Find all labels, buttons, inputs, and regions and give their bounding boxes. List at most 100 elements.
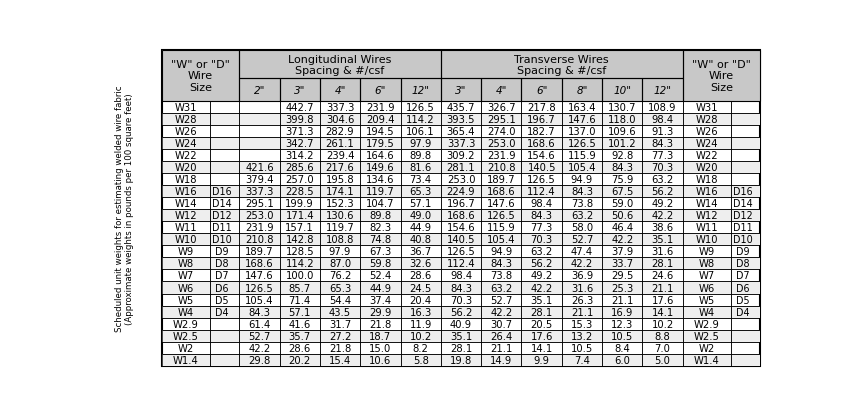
Bar bbox=[280, 342, 320, 354]
Text: 14.1: 14.1 bbox=[651, 307, 673, 317]
Bar bbox=[731, 354, 761, 366]
Text: 147.6: 147.6 bbox=[567, 114, 596, 124]
Text: D8: D8 bbox=[736, 259, 750, 269]
Bar bbox=[481, 294, 522, 306]
Bar bbox=[401, 114, 440, 126]
Text: 115.9: 115.9 bbox=[487, 223, 516, 233]
Bar bbox=[481, 197, 522, 210]
Bar bbox=[360, 173, 401, 185]
Bar bbox=[522, 246, 562, 258]
Bar bbox=[280, 161, 320, 173]
Bar bbox=[602, 306, 643, 318]
Text: 119.7: 119.7 bbox=[325, 223, 354, 233]
Text: 295.1: 295.1 bbox=[245, 199, 274, 209]
Text: Longitudinal Wires
Spacing & #/csf: Longitudinal Wires Spacing & #/csf bbox=[288, 55, 391, 76]
Bar bbox=[360, 126, 401, 138]
Text: W12: W12 bbox=[174, 211, 197, 221]
Bar bbox=[210, 210, 239, 222]
Bar bbox=[643, 318, 683, 330]
Text: 209.4: 209.4 bbox=[366, 114, 395, 124]
Text: D16: D16 bbox=[212, 187, 231, 197]
Text: D6: D6 bbox=[736, 283, 750, 293]
Text: 106.1: 106.1 bbox=[407, 126, 435, 136]
Bar bbox=[481, 102, 522, 114]
Bar bbox=[731, 294, 761, 306]
Text: 5.0: 5.0 bbox=[655, 355, 671, 365]
Text: D14: D14 bbox=[212, 199, 231, 209]
Bar bbox=[440, 126, 481, 138]
Bar bbox=[602, 318, 643, 330]
Bar bbox=[731, 114, 761, 126]
Bar bbox=[401, 185, 440, 197]
Text: D12: D12 bbox=[212, 211, 231, 221]
Text: 84.3: 84.3 bbox=[490, 259, 512, 269]
Text: 50.6: 50.6 bbox=[612, 211, 634, 221]
Bar bbox=[440, 185, 481, 197]
Text: 84.3: 84.3 bbox=[248, 307, 270, 317]
Text: W7: W7 bbox=[178, 271, 194, 281]
Text: W28: W28 bbox=[695, 114, 718, 124]
Bar bbox=[162, 161, 761, 173]
Text: 274.0: 274.0 bbox=[487, 126, 516, 136]
Bar bbox=[401, 342, 440, 354]
Text: 97.9: 97.9 bbox=[329, 247, 352, 257]
Text: W26: W26 bbox=[695, 126, 718, 136]
Bar bbox=[643, 114, 683, 126]
Bar bbox=[280, 294, 320, 306]
Text: W9: W9 bbox=[699, 247, 715, 257]
Text: 56.2: 56.2 bbox=[530, 259, 553, 269]
Text: 37.9: 37.9 bbox=[612, 247, 634, 257]
Text: 73.4: 73.4 bbox=[410, 175, 432, 185]
Text: 63.2: 63.2 bbox=[530, 247, 553, 257]
Text: 41.6: 41.6 bbox=[289, 319, 311, 329]
Text: 304.6: 304.6 bbox=[326, 114, 354, 124]
Bar bbox=[602, 79, 643, 102]
Text: D4: D4 bbox=[215, 307, 229, 317]
Text: 253.0: 253.0 bbox=[487, 138, 516, 149]
Bar bbox=[162, 282, 761, 294]
Bar bbox=[731, 197, 761, 210]
Text: 59.8: 59.8 bbox=[369, 259, 391, 269]
Bar bbox=[239, 173, 280, 185]
Bar bbox=[210, 173, 239, 185]
Bar bbox=[731, 270, 761, 282]
Bar bbox=[162, 294, 210, 306]
Bar bbox=[683, 342, 731, 354]
Bar bbox=[643, 210, 683, 222]
Text: 27.2: 27.2 bbox=[329, 331, 352, 341]
Bar bbox=[320, 185, 360, 197]
Text: D11: D11 bbox=[212, 223, 231, 233]
Bar bbox=[440, 354, 481, 366]
Bar bbox=[643, 102, 683, 114]
Text: 147.6: 147.6 bbox=[245, 271, 274, 281]
Text: W18: W18 bbox=[174, 175, 197, 185]
Text: D16: D16 bbox=[733, 187, 752, 197]
Bar bbox=[401, 246, 440, 258]
Bar bbox=[683, 258, 731, 270]
Text: 101.2: 101.2 bbox=[608, 138, 637, 149]
Text: 91.3: 91.3 bbox=[651, 126, 673, 136]
Bar bbox=[562, 318, 602, 330]
Bar bbox=[360, 282, 401, 294]
Bar bbox=[562, 306, 602, 318]
Bar bbox=[481, 282, 522, 294]
Text: 63.2: 63.2 bbox=[571, 211, 593, 221]
Bar bbox=[401, 138, 440, 150]
Bar bbox=[481, 270, 522, 282]
Bar bbox=[401, 318, 440, 330]
Bar bbox=[162, 258, 210, 270]
Text: 104.7: 104.7 bbox=[366, 199, 395, 209]
Text: D8: D8 bbox=[215, 259, 229, 269]
Bar bbox=[320, 318, 360, 330]
Bar bbox=[602, 246, 643, 258]
Text: D4: D4 bbox=[736, 307, 750, 317]
Text: 168.6: 168.6 bbox=[528, 138, 556, 149]
Bar bbox=[522, 79, 562, 102]
Bar bbox=[360, 258, 401, 270]
Text: 7.0: 7.0 bbox=[655, 343, 671, 353]
Bar bbox=[239, 138, 280, 150]
Bar bbox=[643, 173, 683, 185]
Text: D5: D5 bbox=[736, 295, 750, 305]
Text: 14.9: 14.9 bbox=[490, 355, 512, 365]
Bar bbox=[360, 294, 401, 306]
